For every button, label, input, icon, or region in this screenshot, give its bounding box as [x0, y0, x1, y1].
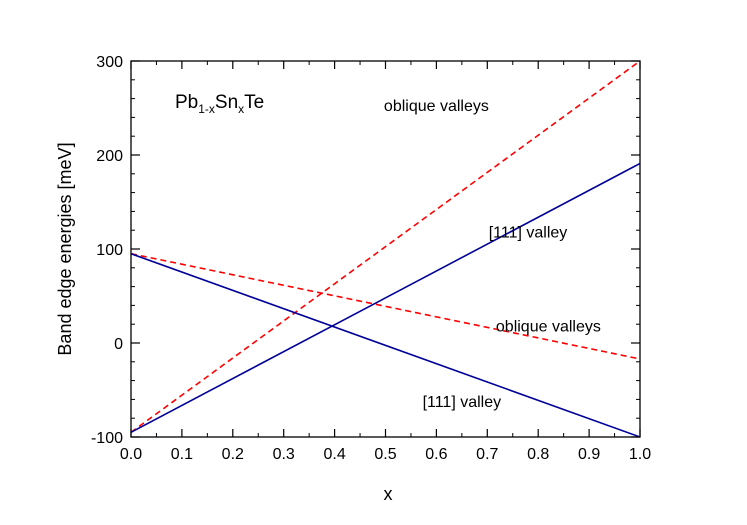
series-group	[130, 60, 641, 438]
x-axis-label: x	[384, 484, 393, 504]
material-label-end: Te	[244, 92, 264, 113]
x-tick-label: 0.2	[222, 446, 244, 463]
x-tick-labels: 0.0 0.1 0.2 0.3 0.4 0.5 0.6 0.7 0.8 0.9 1.0	[120, 446, 651, 463]
material-label: Pb1-xSnxTe	[175, 92, 264, 116]
x-tick-label: 0.9	[578, 446, 600, 463]
x-tick-label: 0.6	[425, 446, 447, 463]
x-tick-label: 0.8	[527, 446, 549, 463]
annotations: oblique valleys [111] valley oblique valle…	[384, 98, 601, 411]
series-line-3	[130, 162, 641, 434]
material-label-base: Pb	[175, 92, 198, 113]
material-label-mid: Sn	[215, 92, 238, 113]
annotation-label: [111] valley	[423, 394, 502, 411]
series-line-2	[130, 252, 641, 360]
y-tick-label: 0	[114, 336, 123, 353]
series-line-1	[130, 60, 641, 433]
y-tick-label: 300	[96, 54, 123, 71]
x-tick-label: 0.5	[374, 446, 396, 463]
y-tick-label: 200	[96, 148, 123, 165]
y-axis-label: Band edge energies [meV]	[55, 142, 75, 355]
x-tick-label: 0.0	[120, 446, 142, 463]
y-tick-label: -100	[91, 430, 123, 447]
x-tick-label: 0.1	[171, 446, 193, 463]
material-label-sub2: x	[238, 102, 244, 116]
x-tick-label: 0.4	[323, 446, 345, 463]
y-tick-label: 100	[96, 242, 123, 259]
x-tick-label: 0.7	[476, 446, 498, 463]
y-tick-labels: -100 0 100 200 300	[91, 54, 123, 447]
annotation-label: oblique valleys	[496, 319, 601, 336]
plot-frame	[130, 60, 641, 438]
x-tick-label: 1.0	[629, 446, 651, 463]
annotation-label: [111] valley	[489, 225, 568, 242]
annotation-label: oblique valleys	[384, 98, 489, 115]
series-line-4	[130, 252, 641, 438]
material-label-sub1: 1-x	[198, 102, 215, 116]
x-tick-label: 0.3	[273, 446, 295, 463]
